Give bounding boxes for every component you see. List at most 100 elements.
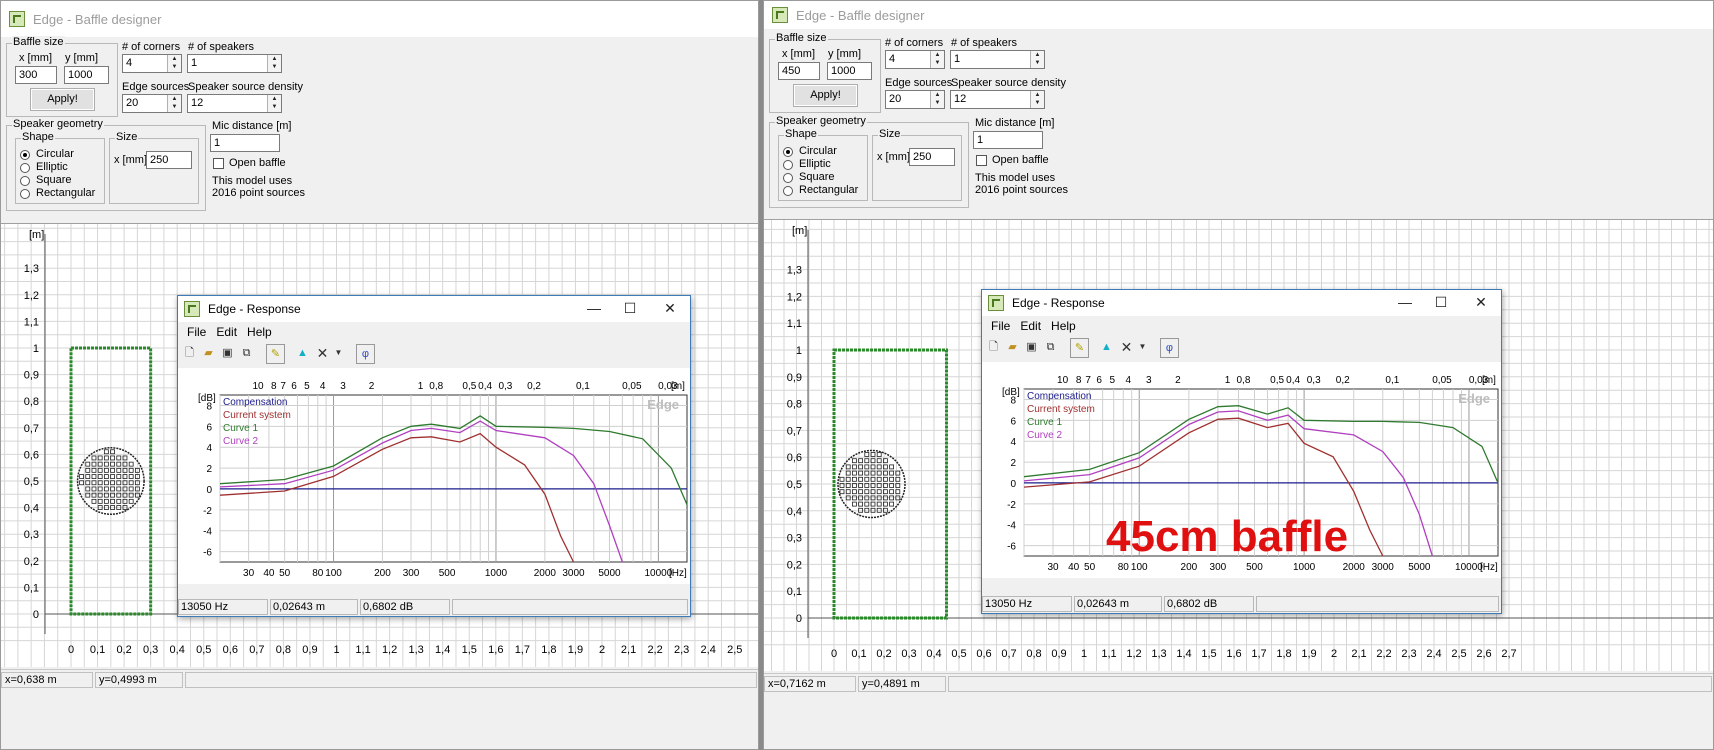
shape-rectangular-radio[interactable] [20, 189, 30, 199]
speaker-point-source [134, 480, 140, 486]
maximize-icon[interactable]: ☐ [1434, 294, 1448, 310]
menu-edit[interactable]: Edit [216, 325, 238, 339]
mic-distance-label: Mic distance [m] [975, 117, 1055, 129]
minimize-icon[interactable]: — [587, 300, 601, 316]
spin-arrows-icon[interactable]: ▲ ▼ [1030, 91, 1044, 108]
menu-edit[interactable]: Edit [1020, 319, 1042, 333]
maximize-icon[interactable]: ☐ [623, 300, 637, 316]
db-tick-label: -2 [203, 506, 212, 517]
shape-circular-radio[interactable] [783, 147, 793, 157]
shape-elliptic-radio[interactable] [20, 163, 30, 173]
spin-arrows-icon[interactable]: ▲ ▼ [930, 91, 944, 108]
speaker-point-source [103, 486, 109, 492]
shape-square-radio[interactable] [20, 176, 30, 186]
response-status-distance: 0,02643 m [1074, 596, 1162, 612]
open-baffle-checkbox[interactable] [213, 158, 224, 169]
speaker-icon[interactable]: ▲ [297, 347, 308, 359]
minimize-icon[interactable]: — [1398, 294, 1412, 310]
speaker-point-source [103, 480, 109, 486]
close-icon[interactable]: ✕ [1475, 294, 1487, 310]
speaker-point-source [85, 461, 91, 467]
wavelength-axis-unit: [m] [671, 381, 685, 392]
edge-sources-spinner[interactable]: 20 ▲ ▼ [122, 94, 182, 113]
speaker-point-source [128, 461, 134, 467]
mic-distance-input[interactable]: 1 [210, 134, 280, 152]
corners-spinner[interactable]: 4 ▲ ▼ [122, 54, 182, 73]
baffle-x-input[interactable]: 300 [15, 66, 57, 84]
speaker-point-source [103, 474, 109, 479]
open-icon[interactable]: ▰ [204, 347, 213, 359]
edge-sources-spinner[interactable]: 20 ▲ ▼ [885, 90, 945, 109]
spin-arrows-icon[interactable]: ▲ ▼ [167, 55, 181, 72]
open-icon[interactable]: ▰ [1008, 341, 1017, 353]
save-icon[interactable]: ▣ [1026, 341, 1037, 353]
wavelength-tick-label: 5 [1109, 375, 1115, 386]
response-chart[interactable]: 8 6 4 2 0 -2 -4 -6 30 40 50 80 100 200 300 500 1000 2000 3… [178, 368, 690, 598]
speaker-point-source [97, 467, 103, 473]
density-spinner[interactable]: 12 ▲ ▼ [950, 90, 1045, 109]
y-axis-unit: [m] [29, 229, 44, 241]
delete-icon[interactable]: ✕ [1120, 339, 1133, 355]
speaker-point-source [110, 467, 115, 473]
status-x: x=0,638 m [1, 672, 93, 688]
size-x-input[interactable]: 250 [146, 151, 192, 169]
density-spinner[interactable]: 12 ▲ ▼ [187, 94, 282, 113]
open-baffle-checkbox[interactable] [976, 155, 987, 166]
corners-label: # of corners [885, 37, 944, 49]
menu-bar: File Edit Help [982, 316, 1501, 336]
dropdown-arrow-icon[interactable]: ▼ [1138, 342, 1147, 351]
shape-circular-radio[interactable] [20, 150, 30, 160]
save-icon[interactable]: ▣ [222, 347, 233, 359]
y-tick-label: 0,1 [787, 586, 802, 598]
spin-arrows-icon[interactable]: ▲ ▼ [167, 95, 181, 112]
corners-value: 4 [889, 53, 896, 65]
baffle-y-input[interactable]: 1000 [827, 62, 872, 80]
x-tick-label: 1,2 [382, 644, 397, 656]
x-tick-label: 2,3 [674, 644, 689, 656]
apply-button[interactable]: Apply! [30, 88, 95, 111]
spin-arrows-icon[interactable]: ▲ ▼ [267, 95, 281, 112]
speakers-spinner[interactable]: 1 ▲ ▼ [187, 54, 282, 73]
baffle-x-input[interactable]: 450 [778, 62, 820, 80]
hz-tick-label: 50 [1084, 562, 1096, 573]
phase-icon[interactable]: φ [356, 344, 375, 364]
y-tick-label: 0,5 [787, 479, 802, 491]
speaker-point-source [97, 505, 103, 510]
speaker-point-source [128, 480, 134, 486]
baffle-y-input[interactable]: 1000 [64, 66, 109, 84]
menu-file[interactable]: File [991, 319, 1011, 333]
dropdown-arrow-icon[interactable]: ▼ [334, 348, 343, 357]
copy-icon[interactable]: ⧉ [1046, 341, 1055, 353]
pencil-icon[interactable]: ✎ [266, 344, 285, 364]
spin-arrows-icon[interactable]: ▲ ▼ [267, 55, 281, 72]
shape-rectangular-radio[interactable] [783, 186, 793, 196]
shape-square-radio[interactable] [783, 173, 793, 183]
spin-arrows-icon[interactable]: ▲ ▼ [930, 51, 944, 68]
menu-help[interactable]: Help [247, 325, 272, 339]
corners-spinner[interactable]: 4 ▲ ▼ [885, 50, 945, 69]
apply-button[interactable]: Apply! [793, 84, 858, 107]
new-icon[interactable]: 🗋 [989, 341, 998, 353]
new-icon[interactable]: 🗋 [185, 347, 194, 359]
y-tick-label: 0,2 [24, 556, 39, 568]
spin-arrows-icon[interactable]: ▲ ▼ [1030, 51, 1044, 68]
pencil-icon[interactable]: ✎ [1070, 338, 1089, 358]
size-x-input[interactable]: 250 [909, 148, 955, 166]
mic-distance-input[interactable]: 1 [973, 131, 1043, 149]
baffle-x-label: x [mm] [19, 52, 52, 64]
speakers-spinner[interactable]: 1 ▲ ▼ [950, 50, 1045, 69]
speaker-icon[interactable]: ▲ [1101, 341, 1112, 353]
menu-file[interactable]: File [187, 325, 207, 339]
edge-watermark: Edge [1458, 391, 1490, 406]
delete-icon[interactable]: ✕ [316, 345, 329, 361]
close-icon[interactable]: ✕ [664, 300, 676, 316]
hz-tick-label: 500 [439, 568, 456, 579]
speaker-point-source [116, 467, 122, 473]
response-chart[interactable]: 8 6 4 2 0 -2 -4 -6 30 40 50 80 100 200 300 500 1000 2000 3… [982, 362, 1501, 595]
phase-icon[interactable]: φ [1160, 338, 1179, 358]
menu-help[interactable]: Help [1051, 319, 1076, 333]
edge-watermark: Edge [647, 397, 679, 412]
copy-icon[interactable]: ⧉ [242, 347, 251, 359]
density-label: Speaker source density [188, 81, 303, 93]
shape-elliptic-radio[interactable] [783, 160, 793, 170]
